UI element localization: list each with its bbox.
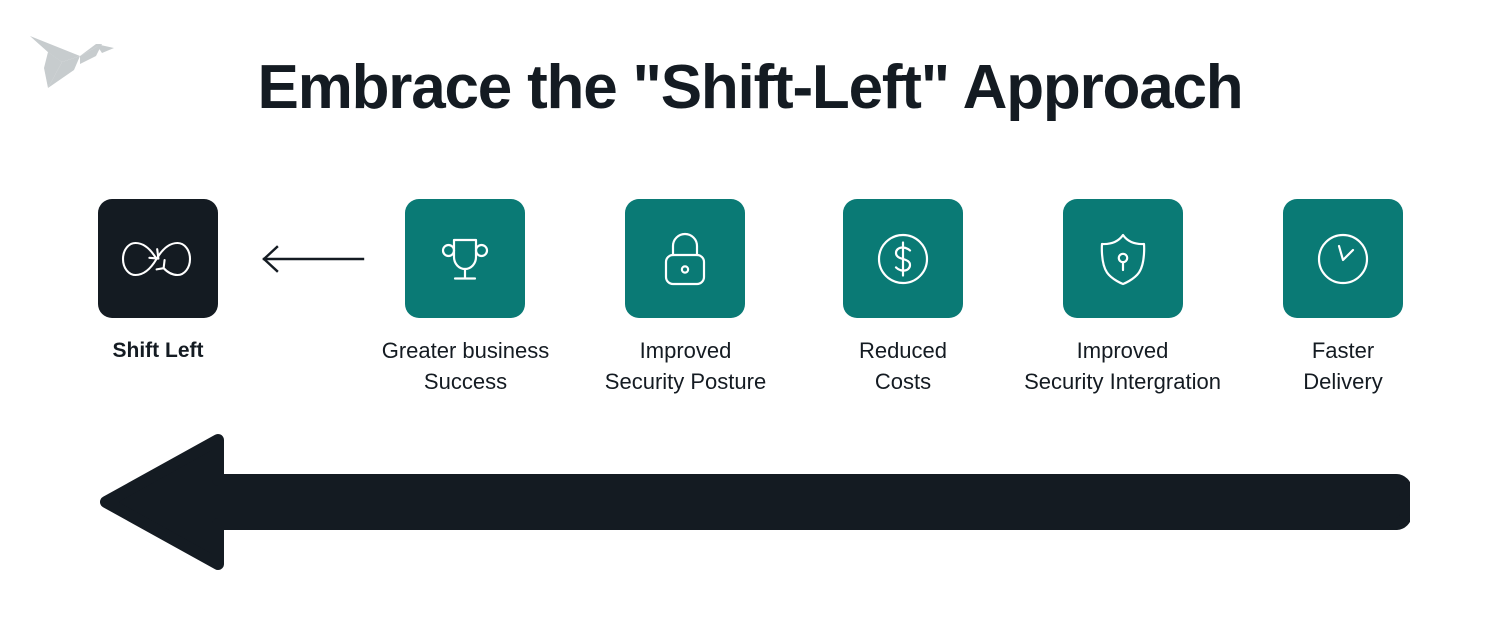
caption-improved-security-posture: Improved Security Posture [533,335,838,397]
caption-faster-delivery: Faster Delivery [1243,335,1443,397]
caption-line-1: Shift Left [112,339,204,362]
caption-line-2: Security Posture [604,369,767,394]
caption-line-1: Greater business [381,338,550,363]
padlock-icon [657,228,713,290]
clock-icon [1312,228,1374,290]
dollar-circle-icon [872,228,934,290]
caption-greater-business-success: Greater business Success [313,335,618,397]
node-improved-security-posture[interactable] [625,199,745,318]
caption-line-1: Improved [1076,338,1169,363]
left-arrow-icon [100,432,1412,572]
origami-bird-logo [22,22,114,94]
node-reduced-costs[interactable] [843,199,963,318]
caption-line-2: Security Intergration [1024,369,1221,394]
caption-improved-security-intergration: Improved Security Intergration [955,335,1290,397]
caption-line-2: Success [423,369,508,394]
caption-shift-left: Shift Left [98,335,218,366]
node-greater-business-success[interactable] [405,199,525,318]
benefits-row: Shift Left Greater business Success [0,199,1500,409]
caption-line-2: Costs [874,369,932,394]
node-shift-left[interactable] [98,199,218,318]
node-faster-delivery[interactable] [1283,199,1403,318]
page-title: Embrace the "Shift-Left" Approach [257,53,1244,122]
node-improved-security-intergration[interactable] [1063,199,1183,318]
caption-line-1: Improved [639,338,732,363]
caption-line-1: Faster [1311,338,1375,363]
caption-line-1: Reduced [858,338,948,363]
caption-reduced-costs: Reduced Costs [778,335,1028,397]
infinity-loop-icon [120,237,196,281]
shield-keyhole-icon [1094,228,1152,290]
trophy-icon [434,228,496,290]
caption-line-2: Delivery [1303,369,1383,394]
thin-left-arrow-icon [260,243,365,275]
